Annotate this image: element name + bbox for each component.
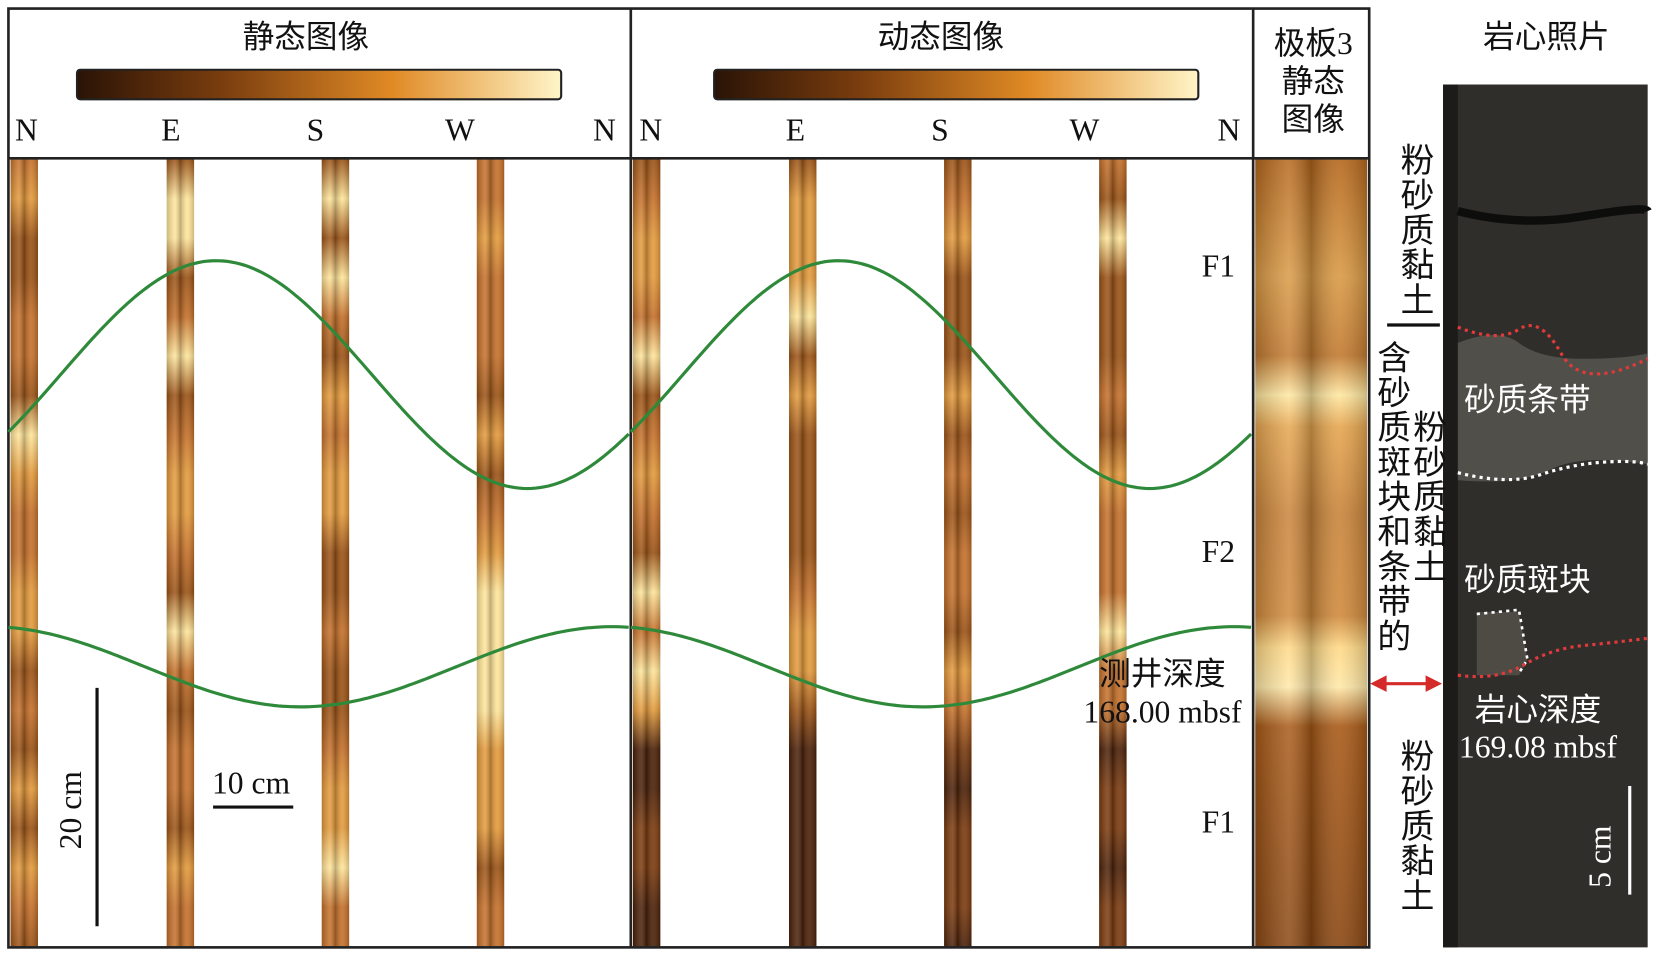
sinusoid [8, 625, 629, 709]
direction-label: E [786, 112, 805, 147]
image-strip-shade [944, 159, 972, 947]
crack [1456, 205, 1652, 225]
image-strip-shade [789, 159, 817, 947]
core-label: 砂质斑块 [1464, 563, 1591, 598]
direction-label: W [1069, 112, 1099, 147]
boundary-red [1457, 636, 1648, 679]
core-depth-value: 169.08 mbsf [1459, 729, 1618, 764]
core-depth-label: 岩心深度 [1475, 692, 1602, 727]
image-strip-shade [321, 159, 350, 947]
colorbar [75, 68, 563, 101]
panel-title: 极板3 [1274, 26, 1353, 61]
scale-label: 20 cm [53, 771, 88, 850]
colorbar [713, 68, 1200, 101]
image-strip-shade [10, 159, 38, 947]
sinusoids [7, 259, 1253, 709]
core-edge [1443, 84, 1458, 948]
scale-bars [95, 323, 1440, 927]
lithology-label: 含砂质斑块和条带的 [1372, 339, 1411, 653]
image-strip-shade [476, 159, 505, 947]
scale-label: 5 cm [1583, 825, 1618, 888]
depth-arrow [1370, 675, 1443, 692]
boundary-red [1457, 324, 1649, 376]
direction-label: N [1217, 112, 1240, 147]
sand-band [1457, 335, 1648, 482]
sinusoid [630, 625, 1252, 709]
image-strip-shade [1099, 159, 1127, 947]
core-photo [1443, 84, 1648, 948]
lithology-label: 粉砂质黏土 [1395, 142, 1434, 316]
frame [7, 7, 1371, 949]
zone-label: F1 [1202, 804, 1235, 839]
direction-label: W [445, 112, 475, 147]
panel-title: 静态图像 [243, 19, 370, 54]
panel-title: 动态图像 [878, 19, 1005, 54]
direction-label: N [639, 112, 662, 147]
panel-title: 图像 [1282, 102, 1345, 137]
patch-outline [1476, 608, 1529, 674]
direction-label: E [161, 112, 180, 147]
image-strips [10, 159, 1127, 947]
panel-title: 静态 [1282, 64, 1345, 99]
boundary-white [1457, 459, 1649, 482]
sand-patch [1476, 611, 1528, 676]
image-strip-shade [632, 159, 661, 947]
depth-value: 168.00 mbsf [1083, 695, 1242, 730]
arrow-heads [1370, 675, 1443, 692]
direction-label: S [307, 112, 325, 147]
direction-label: N [593, 112, 616, 147]
frames [7, 7, 1371, 949]
direction-label: S [931, 112, 949, 147]
image-strip-shade [166, 159, 195, 947]
lithology-label: 粉砂质黏土 [1395, 738, 1434, 912]
pad3-texture [1255, 158, 1368, 948]
sinusoid [7, 259, 630, 491]
depth-label: 测井深度 [1099, 657, 1226, 692]
scale-label: 10 cm [212, 765, 291, 800]
zone-label: F1 [1202, 248, 1235, 283]
panel-title: 岩心照片 [1483, 19, 1610, 54]
lithology-label: 粉砂质黏土 [1408, 409, 1447, 583]
sinusoid [629, 259, 1253, 491]
core-label: 砂质条带 [1464, 382, 1591, 417]
direction-label: N [15, 112, 38, 147]
zone-label: F2 [1202, 534, 1235, 569]
